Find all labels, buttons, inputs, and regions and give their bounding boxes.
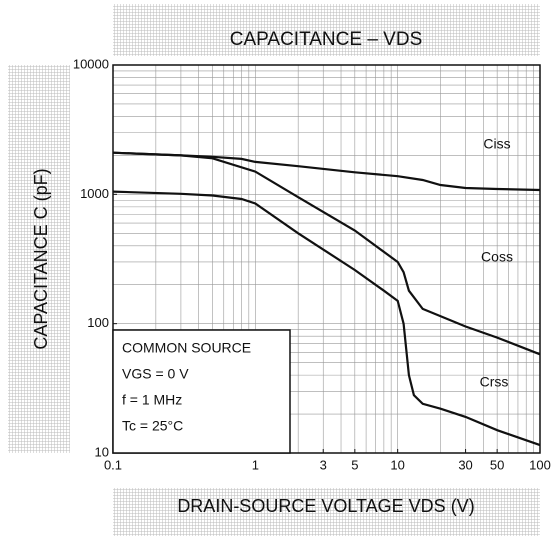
line xyxy=(112,190,541,447)
x-tick-label: 100 xyxy=(529,457,551,472)
x-tick-label: 10 xyxy=(390,457,404,472)
x-tick-label: 5 xyxy=(351,457,358,472)
y-tick-label: 10 xyxy=(95,444,109,459)
xlabel-band xyxy=(113,488,540,536)
x-axis-label: DRAIN-SOURCE VOLTAGE VDS (V) xyxy=(177,496,474,516)
annotation-text: COMMON SOURCE xyxy=(122,340,251,356)
annotation-text: VGS = 0 V xyxy=(122,366,189,382)
x-tick-label: 30 xyxy=(458,457,472,472)
line xyxy=(112,151,541,192)
ylabel-band xyxy=(8,65,70,453)
series-label: Crss xyxy=(480,374,509,390)
y-tick-label: 10000 xyxy=(73,56,109,71)
annotation-text: Tc = 25°C xyxy=(122,418,183,434)
y-axis-label: CAPACITANCE C (pF) xyxy=(31,168,51,349)
chart-title: CAPACITANCE – VDS xyxy=(230,29,423,50)
series-label: Coss xyxy=(481,249,513,265)
annotation-box xyxy=(112,329,291,454)
title-band xyxy=(113,4,540,56)
plot-frame xyxy=(112,64,541,454)
series-label: Ciss xyxy=(483,136,510,152)
x-tick-label: 50 xyxy=(490,457,504,472)
x-tick-label: 3 xyxy=(320,457,327,472)
x-tick-label: 1 xyxy=(252,457,259,472)
y-tick-label: 1000 xyxy=(80,186,109,201)
x-tick-label: 0.1 xyxy=(104,457,122,472)
line xyxy=(112,151,541,356)
y-tick-label: 100 xyxy=(87,315,109,330)
annotation-text: f = 1 MHz xyxy=(122,392,182,408)
